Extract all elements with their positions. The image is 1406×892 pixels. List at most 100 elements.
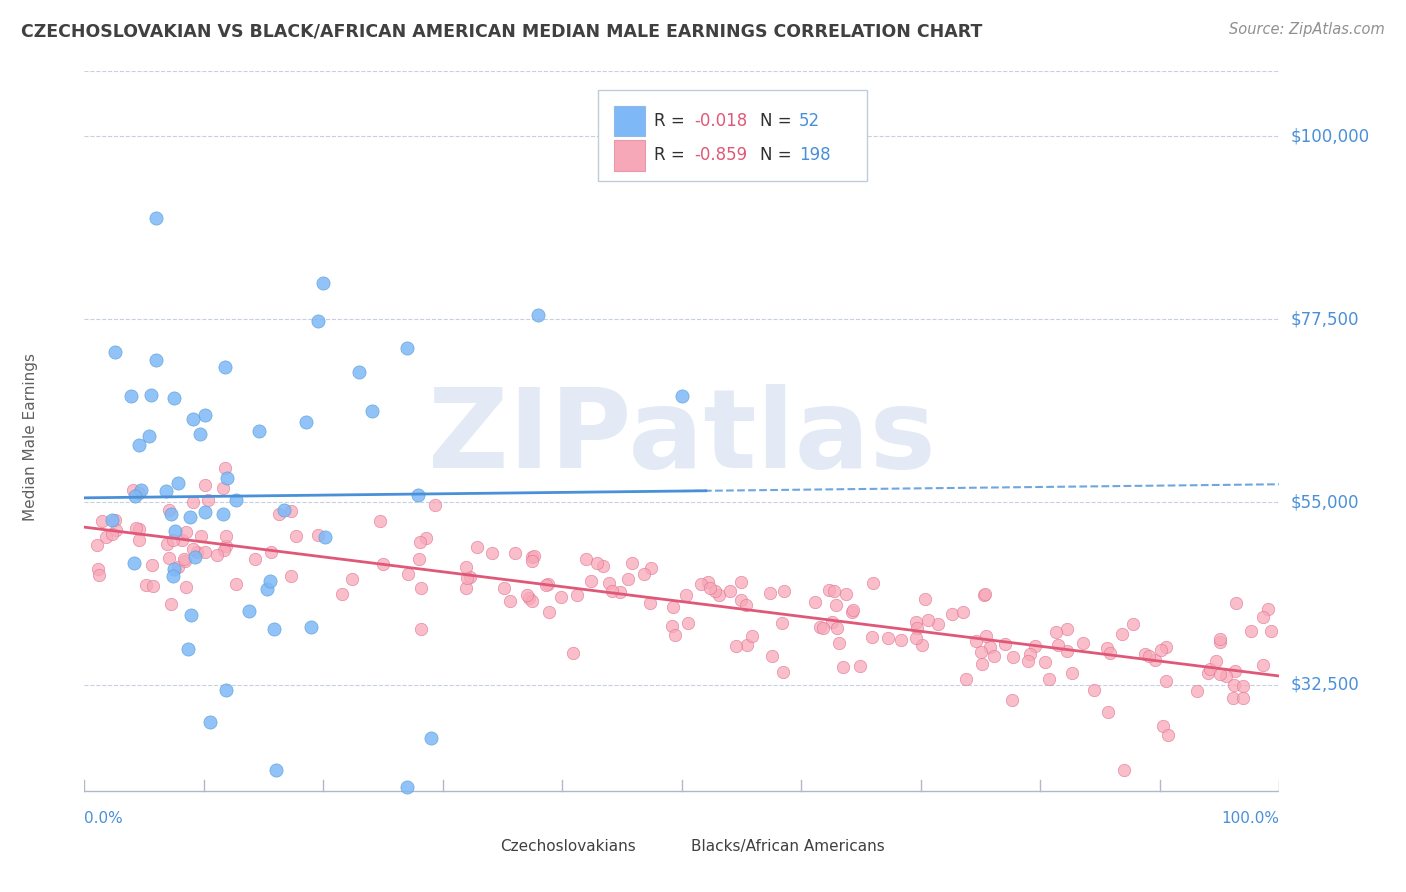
Point	[420, 731, 443, 745]
Point	[194, 478, 217, 492]
Point	[330, 587, 353, 601]
Point	[1225, 596, 1247, 610]
Point	[197, 492, 219, 507]
Point	[581, 574, 603, 589]
Point	[492, 581, 515, 595]
Point	[173, 551, 195, 566]
Point	[215, 471, 238, 485]
Point	[1239, 624, 1261, 638]
Point	[214, 360, 236, 375]
Point	[709, 588, 731, 602]
Point	[141, 388, 163, 402]
Point	[828, 636, 851, 650]
Point	[454, 560, 477, 574]
Point	[741, 629, 763, 643]
Point	[1038, 672, 1060, 686]
Point	[263, 622, 285, 636]
Point	[198, 714, 221, 729]
Point	[90, 514, 112, 528]
Point	[415, 531, 437, 545]
Point	[174, 524, 197, 539]
Point	[465, 540, 488, 554]
Point	[103, 345, 125, 359]
Point	[312, 276, 335, 290]
Point	[699, 581, 721, 595]
Point	[860, 630, 883, 644]
Point	[456, 571, 478, 585]
Point	[877, 631, 900, 645]
Point	[1122, 616, 1144, 631]
Point	[499, 594, 522, 608]
Point	[423, 498, 446, 512]
Point	[1097, 705, 1119, 719]
Point	[238, 604, 260, 618]
Point	[1152, 719, 1174, 733]
Point	[835, 587, 858, 601]
Point	[825, 599, 848, 613]
Point	[159, 551, 181, 566]
Point	[370, 514, 392, 528]
Point	[1197, 666, 1219, 681]
Text: 0.0%: 0.0%	[84, 811, 124, 826]
Point	[1083, 683, 1105, 698]
Point	[295, 415, 318, 429]
Point	[1156, 640, 1178, 655]
Point	[905, 615, 928, 629]
Point	[1024, 639, 1046, 653]
Point	[408, 552, 430, 566]
Point	[104, 513, 127, 527]
Point	[1185, 683, 1208, 698]
Point	[188, 426, 211, 441]
Point	[735, 638, 758, 652]
Point	[690, 576, 713, 591]
Point	[212, 481, 235, 495]
Point	[675, 588, 697, 602]
Point	[772, 665, 794, 680]
Point	[1209, 666, 1232, 681]
Point	[730, 593, 752, 607]
Point	[1135, 647, 1157, 661]
Point	[586, 557, 609, 571]
Point	[955, 672, 977, 686]
Text: R =: R =	[654, 146, 690, 164]
Point	[970, 645, 993, 659]
Point	[214, 461, 236, 475]
Point	[307, 527, 329, 541]
Point	[725, 639, 748, 653]
Point	[952, 605, 974, 619]
Point	[280, 569, 302, 583]
Point	[1223, 678, 1246, 692]
Point	[190, 529, 212, 543]
Point	[409, 534, 432, 549]
Point	[225, 493, 247, 508]
Point	[170, 533, 193, 548]
Text: N =: N =	[759, 146, 796, 164]
Point	[1099, 646, 1122, 660]
Point	[173, 554, 195, 568]
Point	[517, 591, 540, 605]
Point	[86, 538, 108, 552]
Point	[600, 583, 623, 598]
Point	[396, 780, 419, 794]
Point	[194, 505, 217, 519]
Point	[832, 660, 855, 674]
Point	[538, 605, 561, 619]
Point	[520, 550, 543, 565]
Point	[970, 657, 993, 671]
Point	[534, 578, 557, 592]
Point	[180, 608, 202, 623]
Point	[124, 489, 146, 503]
Point	[142, 579, 165, 593]
Point	[758, 586, 780, 600]
Point	[1156, 674, 1178, 689]
Point	[100, 513, 122, 527]
Point	[259, 574, 281, 588]
Point	[207, 548, 229, 562]
Point	[973, 588, 995, 602]
Point	[177, 641, 200, 656]
Text: R =: R =	[654, 112, 690, 130]
Point	[194, 408, 217, 422]
Point	[849, 658, 872, 673]
Text: 100.0%: 100.0%	[1222, 811, 1279, 826]
Point	[808, 619, 831, 633]
